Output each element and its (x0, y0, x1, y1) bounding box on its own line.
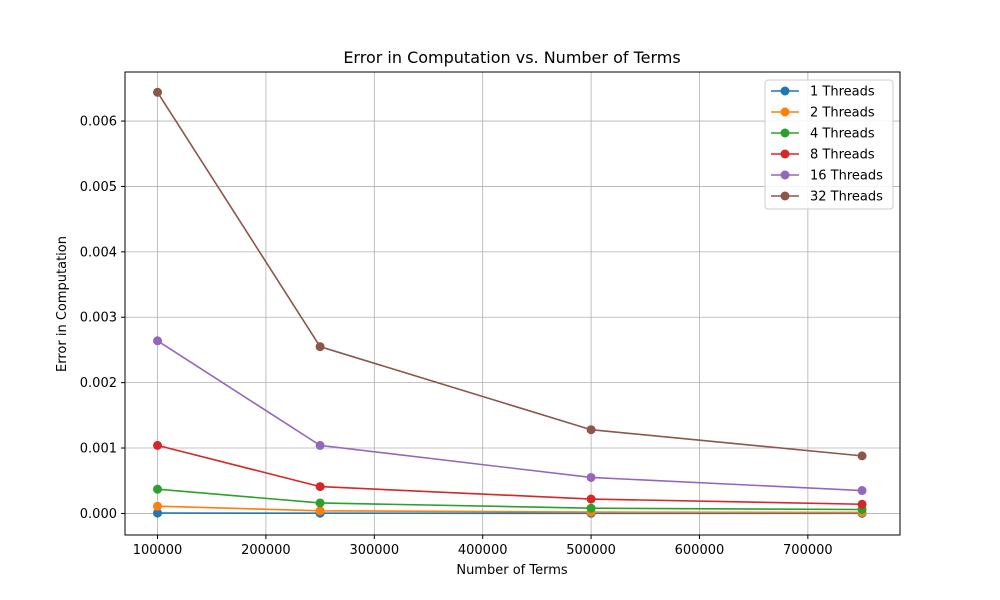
series-5 (153, 336, 867, 496)
legend-item: 4 Threads (771, 127, 875, 142)
data-point (586, 472, 596, 482)
legend-item: 8 Threads (771, 148, 875, 163)
x-tick-label: 200000 (241, 543, 291, 558)
legend-label: 4 Threads (810, 127, 875, 142)
legend-item: 1 Threads (771, 85, 875, 100)
data-point (153, 87, 163, 97)
series-line (157, 444, 863, 506)
x-axis-label: Number of Terms (456, 563, 568, 578)
y-tick-label: 0.004 (80, 245, 117, 260)
data-point (857, 486, 867, 496)
data-point (153, 501, 163, 511)
x-axis-ticks: 100000 200000 300000 400000 500000 600000 7000… (133, 535, 833, 558)
data-point (153, 336, 163, 346)
x-tick-label: 400000 (458, 543, 508, 558)
legend-swatch-marker (780, 86, 790, 96)
y-axis-label: Error in Computation (55, 236, 70, 372)
x-tick-label: 500000 (566, 543, 616, 558)
legend-label: 1 Threads (810, 85, 875, 100)
legend-swatch-marker (780, 149, 790, 159)
legend-label: 16 Threads (810, 169, 883, 184)
legend-swatch-marker (780, 107, 790, 117)
x-tick-label: 100000 (133, 543, 183, 558)
plot-frame (124, 71, 901, 536)
data-point (857, 451, 867, 461)
legend-label: 32 Threads (810, 190, 883, 205)
series-line (156, 91, 863, 457)
data-point (857, 499, 867, 509)
data-point (153, 484, 163, 494)
series-6 (153, 87, 867, 461)
series-line (157, 340, 863, 492)
x-tick-label: 600000 (675, 543, 725, 558)
legend-label: 8 Threads (810, 148, 875, 163)
data-point (315, 440, 325, 450)
y-tick-label: 0.005 (80, 180, 117, 195)
series-line (157, 505, 863, 514)
legend-swatch-marker (780, 191, 790, 201)
legend-item: 32 Threads (771, 190, 883, 205)
data-point (586, 494, 596, 504)
series-line (157, 488, 863, 511)
legend-swatch-marker (780, 128, 790, 138)
y-tick-label: 0.001 (80, 442, 117, 457)
y-tick-label: 0.000 (80, 507, 117, 522)
legend-label: 2 Threads (810, 106, 875, 121)
legend-swatch-marker (780, 170, 790, 180)
legend: 1 Threads 2 Threads 4 Threads 8 Threads 16 T… (764, 79, 894, 210)
x-tick-label: 700000 (783, 543, 833, 558)
data-point (586, 425, 596, 435)
legend-item: 16 Threads (771, 169, 883, 184)
series-4 (153, 440, 867, 509)
data-point (315, 506, 325, 516)
series-layer (153, 87, 867, 518)
y-tick-label: 0.006 (80, 115, 117, 130)
y-tick-label: 0.003 (80, 311, 117, 326)
y-tick-label: 0.002 (80, 376, 117, 391)
legend-item: 2 Threads (771, 106, 875, 121)
data-point (153, 440, 163, 450)
data-point (315, 498, 325, 508)
chart-title: Error in Computation vs. Number of Terms (343, 48, 680, 67)
x-tick-label: 300000 (349, 543, 399, 558)
y-axis-ticks: 0.000 0.001 0.002 0.003 0.004 0.005 0.006 (80, 115, 125, 522)
data-point (153, 508, 163, 518)
data-point (586, 503, 596, 513)
data-point (315, 482, 325, 492)
data-point (315, 342, 325, 352)
